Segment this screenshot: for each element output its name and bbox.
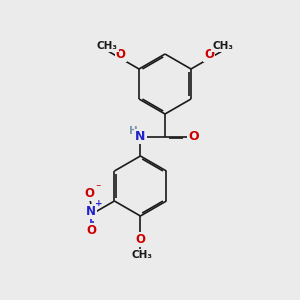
- Text: O: O: [85, 187, 94, 200]
- Text: O: O: [188, 130, 199, 143]
- Text: CH₃: CH₃: [212, 41, 233, 52]
- Text: ⁻: ⁻: [95, 183, 100, 193]
- Text: H: H: [128, 126, 137, 136]
- Text: O: O: [204, 48, 214, 61]
- Text: N: N: [86, 205, 96, 218]
- Text: O: O: [135, 232, 146, 246]
- Text: CH₃: CH₃: [97, 41, 118, 52]
- Text: N: N: [135, 130, 146, 143]
- Text: +: +: [94, 199, 102, 208]
- Text: O: O: [86, 224, 96, 237]
- Text: O: O: [116, 48, 126, 61]
- Text: CH₃: CH₃: [131, 250, 152, 260]
